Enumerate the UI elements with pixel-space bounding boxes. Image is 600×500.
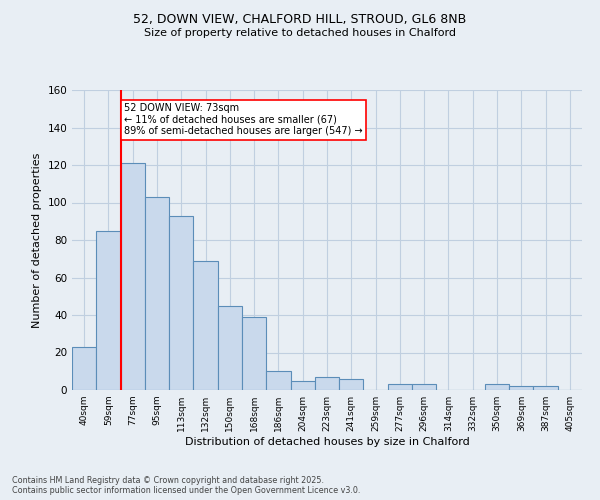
Bar (315, 377, 339, 390)
Bar (121, 163, 145, 390)
Bar (290, 380, 315, 390)
Bar (218, 306, 242, 390)
Bar (96, 230, 121, 390)
Y-axis label: Number of detached properties: Number of detached properties (32, 152, 42, 328)
Bar (266, 371, 290, 390)
Bar (193, 260, 218, 390)
Bar (509, 386, 533, 390)
Bar (412, 384, 436, 390)
Bar (145, 197, 169, 390)
Bar (388, 384, 412, 390)
Bar (242, 317, 266, 390)
Bar (169, 216, 193, 390)
Text: Contains HM Land Registry data © Crown copyright and database right 2025.
Contai: Contains HM Land Registry data © Crown c… (12, 476, 361, 495)
Bar (339, 379, 364, 390)
Text: Size of property relative to detached houses in Chalford: Size of property relative to detached ho… (144, 28, 456, 38)
Bar (485, 384, 509, 390)
Text: 52, DOWN VIEW, CHALFORD HILL, STROUD, GL6 8NB: 52, DOWN VIEW, CHALFORD HILL, STROUD, GL… (133, 12, 467, 26)
Bar (533, 386, 558, 390)
Text: 52 DOWN VIEW: 73sqm
← 11% of detached houses are smaller (67)
89% of semi-detach: 52 DOWN VIEW: 73sqm ← 11% of detached ho… (124, 103, 363, 136)
Bar (72, 347, 96, 390)
X-axis label: Distribution of detached houses by size in Chalford: Distribution of detached houses by size … (185, 437, 469, 447)
